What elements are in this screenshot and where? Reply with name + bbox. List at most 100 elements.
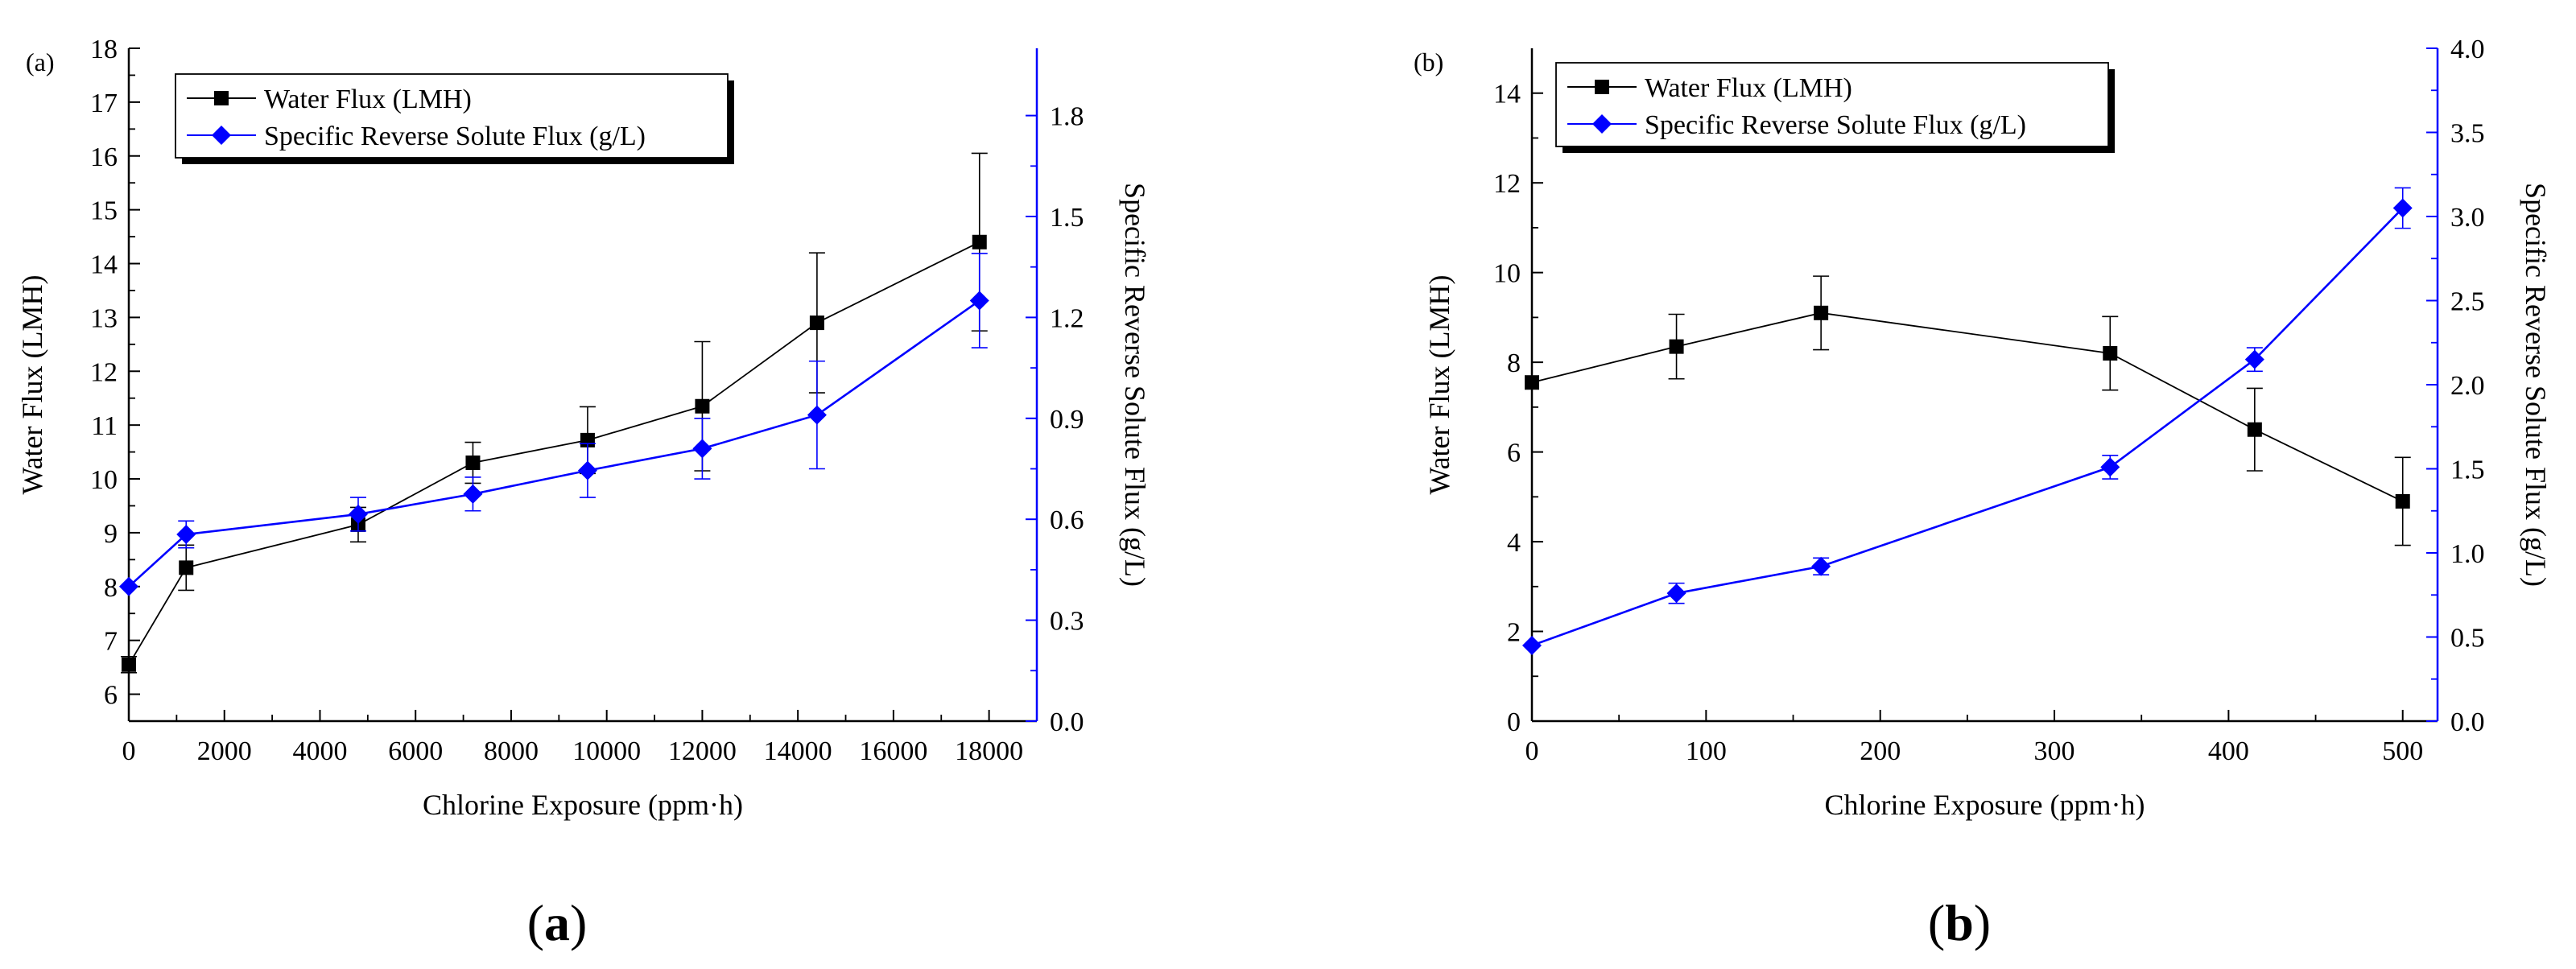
data-point — [176, 525, 196, 545]
y-tick-label: 8 — [104, 573, 118, 603]
data-point — [577, 460, 597, 480]
y-tick-label: 13 — [90, 303, 118, 333]
panel-caption-paren: ( — [527, 894, 544, 951]
x-tick-label: 300 — [2034, 736, 2075, 766]
x-tick-label: 0 — [122, 736, 136, 766]
y2-tick-label: 0.0 — [2450, 707, 2485, 737]
y2-tick-label: 1.5 — [1050, 203, 1084, 233]
data-point — [1525, 375, 1539, 390]
y-tick-label: 6 — [1507, 439, 1521, 468]
y-axis-title: Water Flux (LMH) — [1423, 274, 1455, 494]
panel-caption-paren: ( — [1928, 894, 1945, 951]
x-tick-label: 100 — [1686, 736, 1727, 766]
y2-tick-label: 2.0 — [2450, 371, 2485, 401]
panel-caption-letter: b — [1945, 894, 1974, 951]
y-tick-label: 18 — [90, 35, 118, 64]
y2-tick-label: 3.0 — [2450, 203, 2485, 233]
data-point — [179, 560, 194, 575]
x-tick-label: 14000 — [764, 736, 832, 766]
panel-caption-paren: ) — [1974, 894, 1991, 951]
y-tick-label: 7 — [104, 627, 118, 657]
data-point — [2103, 345, 2118, 361]
series-line — [1531, 207, 2404, 647]
panel-caption: (b) — [1928, 894, 1991, 951]
x-tick-label: 0 — [1525, 736, 1539, 766]
y2-tick-label: 0.9 — [1050, 405, 1084, 435]
x-tick-label: 18000 — [955, 736, 1023, 766]
x-tick-label: 4000 — [292, 736, 347, 766]
y-tick-label: 12 — [1493, 169, 1521, 199]
panel-caption: (a) — [527, 894, 588, 951]
y2-tick-label: 0.3 — [1050, 607, 1084, 637]
y-tick-label: 10 — [90, 465, 118, 495]
legend-box — [175, 73, 729, 159]
data-point — [2247, 422, 2262, 437]
y-tick-label: 6 — [104, 681, 118, 711]
legend-marker — [212, 126, 231, 145]
series-line — [128, 241, 980, 666]
y2-tick-label: 4.0 — [2450, 35, 2485, 64]
legend-label: Specific Reverse Solute Flux (g/L) — [264, 122, 646, 151]
y-tick-label: 2 — [1507, 618, 1521, 648]
panel-caption-paren: ) — [570, 894, 587, 951]
y2-tick-label: 0.5 — [2450, 624, 2485, 654]
y-axis-title: Water Flux (LMH) — [16, 274, 48, 494]
series-solute-flux — [119, 253, 989, 596]
x-tick-label: 200 — [1860, 736, 1901, 766]
x-tick-label: 2000 — [197, 736, 252, 766]
y2-tick-label: 0.0 — [1050, 707, 1084, 737]
x-tick-label: 12000 — [668, 736, 737, 766]
y-tick-label: 0 — [1507, 707, 1521, 737]
y-tick-label: 14 — [1493, 80, 1521, 109]
y2-tick-label: 0.6 — [1050, 505, 1084, 535]
data-point — [2395, 493, 2410, 509]
y2-tick-label: 1.5 — [2450, 456, 2485, 485]
series-solute-flux — [1522, 187, 2413, 655]
panel-tag: (a) — [26, 47, 55, 76]
x-axis-title: Chlorine Exposure (ppm·h) — [423, 789, 743, 821]
data-point — [1522, 635, 1542, 655]
y2-tick-label: 3.5 — [2450, 119, 2485, 149]
x-tick-label: 16000 — [859, 736, 927, 766]
x-tick-label: 10000 — [572, 736, 641, 766]
data-point — [119, 576, 138, 596]
legend-label: Water Flux (LMH) — [264, 85, 472, 114]
chart-panel-b: 0 100 200 300 400 500 0 2 4 6 8 10 12 14 0.0 0.5 1.0 1.5 2… — [1414, 35, 2552, 951]
y2-axis-title: Specific Reverse Solute Flux (g/L) — [2520, 183, 2552, 587]
data-point — [695, 398, 710, 414]
data-point — [969, 291, 989, 311]
data-point — [2392, 198, 2413, 218]
x-tick-label: 6000 — [388, 736, 443, 766]
y-tick-label: 15 — [90, 196, 118, 226]
x-axis-title: Chlorine Exposure (ppm·h) — [1825, 789, 2145, 821]
panel-tag: (b) — [1414, 47, 1443, 76]
chart-panel-a: 0 2000 4000 6000 8000 10000 12000 14000 16000 180… — [16, 35, 1151, 951]
legend-item-0: Water Flux (LMH) — [1567, 73, 1852, 103]
y2-tick-label: 2.5 — [2450, 287, 2485, 317]
series-line — [1531, 311, 2404, 502]
legend-marker — [1595, 80, 1609, 94]
y-tick-label: 11 — [91, 411, 118, 441]
legend: Water Flux (LMH) Specific Reverse Solute … — [1555, 62, 2115, 153]
y-tick-label: 12 — [90, 357, 118, 387]
legend-item-1: Specific Reverse Solute Flux (g/L) — [1567, 110, 2026, 140]
data-point — [348, 504, 368, 524]
y-tick-label: 8 — [1507, 348, 1521, 378]
data-point — [463, 484, 483, 504]
x-tick-label: 8000 — [484, 736, 539, 766]
data-point — [1814, 305, 1829, 320]
data-point — [465, 455, 481, 470]
data-point — [692, 439, 712, 459]
data-point — [1811, 556, 1831, 576]
y-tick-label: 9 — [104, 519, 118, 549]
data-point — [809, 315, 824, 331]
x-tick-label: 500 — [2382, 736, 2423, 766]
data-point — [122, 657, 136, 672]
y2-axis-title: Specific Reverse Solute Flux (g/L) — [1119, 183, 1151, 587]
panel-caption-letter: a — [544, 894, 570, 951]
legend-marker — [1592, 114, 1612, 134]
y-tick-label: 16 — [90, 142, 118, 172]
data-point — [972, 234, 987, 249]
y2-tick-label: 1.0 — [2450, 539, 2485, 569]
